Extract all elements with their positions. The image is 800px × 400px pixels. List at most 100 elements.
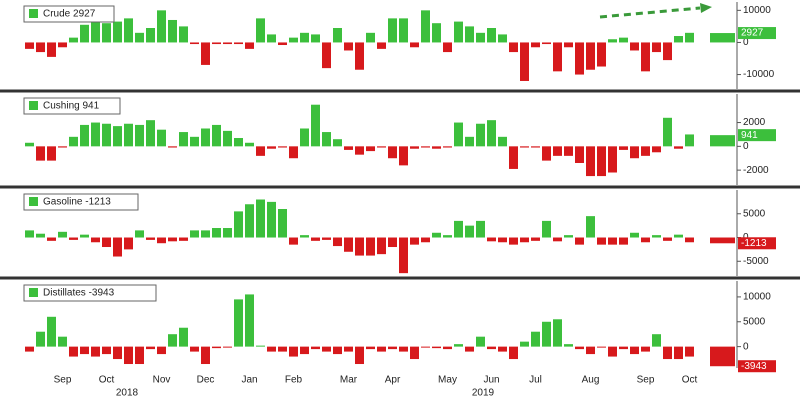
bar (531, 42, 540, 48)
bar (388, 18, 397, 43)
bar (564, 235, 573, 238)
bar (267, 201, 276, 238)
bar (432, 146, 441, 149)
bar (91, 19, 100, 43)
bar (190, 136, 199, 147)
x-tick-label: Dec (197, 375, 215, 386)
bar (597, 346, 606, 348)
bar (278, 42, 287, 46)
bar (476, 32, 485, 43)
bar (344, 346, 353, 352)
year-label: 2019 (472, 388, 495, 399)
latest-label-box (738, 360, 776, 373)
bar (80, 24, 89, 43)
bar (597, 237, 606, 245)
bar (245, 142, 254, 147)
bar (509, 146, 518, 169)
bar (520, 42, 529, 81)
bar (146, 346, 155, 350)
bar (25, 346, 34, 352)
bar (113, 346, 122, 360)
latest-label: 2927 (741, 28, 764, 39)
bar (223, 346, 232, 348)
bar (520, 146, 529, 148)
bar (168, 19, 177, 43)
bar (113, 21, 122, 43)
bar (355, 146, 364, 155)
bar (531, 331, 540, 347)
bar (663, 42, 672, 61)
bar (289, 237, 298, 245)
bar (300, 346, 309, 355)
bar (146, 120, 155, 147)
bar (102, 123, 111, 147)
bar (663, 237, 672, 241)
bar (190, 230, 199, 238)
bar (168, 146, 177, 148)
bar (366, 237, 375, 256)
bar (663, 117, 672, 147)
bar (168, 237, 177, 242)
bar (91, 346, 100, 357)
bar (432, 346, 441, 349)
y-tick-label: -10000 (743, 69, 775, 80)
bar (465, 26, 474, 43)
bar (135, 346, 144, 365)
bar (322, 132, 331, 147)
bar (542, 146, 551, 161)
bar (443, 42, 452, 53)
bar (443, 146, 452, 148)
bar (311, 34, 320, 43)
legend-swatch (29, 101, 38, 110)
bar (608, 146, 617, 173)
bar (531, 146, 540, 148)
bar (586, 42, 595, 70)
legend-swatch (29, 288, 38, 297)
bar (366, 346, 375, 350)
latest-bar (710, 135, 735, 147)
bar (333, 28, 342, 43)
latest-label-box (738, 27, 776, 40)
bar (344, 42, 353, 51)
bar (454, 220, 463, 238)
x-tick-label: Feb (285, 375, 303, 386)
bar (685, 346, 694, 357)
bar (25, 142, 34, 147)
bar (542, 220, 551, 238)
bar (443, 346, 452, 350)
bar (289, 146, 298, 159)
y-tick-label: -2000 (743, 165, 769, 176)
bar (619, 37, 628, 43)
bar (377, 146, 386, 148)
bar (179, 237, 188, 241)
bar (47, 146, 56, 161)
y-tick-label: -5000 (743, 256, 769, 267)
bar (476, 336, 485, 347)
bar (619, 346, 628, 350)
bar (619, 146, 628, 150)
bar (465, 136, 474, 147)
legend-box (23, 284, 157, 302)
bar (267, 34, 276, 43)
bar (498, 346, 507, 352)
bar (487, 28, 496, 43)
bar (256, 146, 265, 156)
bar (674, 346, 683, 360)
bar (377, 237, 386, 255)
bar (333, 139, 342, 147)
bar (80, 346, 89, 355)
bar (608, 39, 617, 43)
bar (476, 220, 485, 238)
x-tick-label: Nov (153, 375, 171, 386)
bar (91, 237, 100, 243)
bar (399, 237, 408, 274)
x-tick-label: Oct (682, 375, 698, 386)
bar (553, 146, 562, 156)
bar (344, 237, 353, 252)
bar (47, 237, 56, 241)
bar (553, 42, 562, 72)
legend-label: Distillates -3943 (43, 288, 115, 299)
legend-box (23, 193, 139, 211)
legend-label: Gasoline -1213 (43, 197, 111, 208)
